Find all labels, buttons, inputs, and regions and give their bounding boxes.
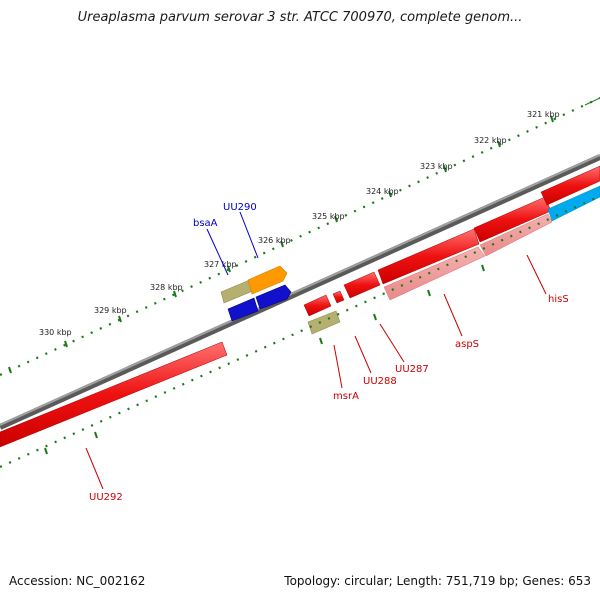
tick-label-325: 325 kbp <box>312 212 345 221</box>
gene-label-uu290[interactable]: UU290 <box>223 202 257 213</box>
gene-label-uu287[interactable]: UU287 <box>395 364 429 375</box>
feature-bsaA[interactable] <box>227 284 292 322</box>
outer-major-ticks <box>8 115 554 374</box>
topology-text: Topology: circular; Length: 751,719 bp; … <box>284 574 591 588</box>
tick-label-329: 329 kbp <box>94 306 127 315</box>
accession-text: Accession: NC_002162 <box>9 574 146 588</box>
feature-uu292[interactable] <box>0 341 228 448</box>
inner-major-ticks <box>44 264 485 455</box>
tick-label-321: 321 kbp <box>527 110 560 119</box>
label-leaders <box>85 211 547 490</box>
map-title: Ureaplasma parvum serovar 3 str. ATCC 70… <box>77 10 523 25</box>
gene-label-bsaA[interactable]: bsaA <box>193 218 218 229</box>
gene-label-uu292[interactable]: UU292 <box>89 492 123 503</box>
tick-label-322: 322 kbp <box>474 136 507 145</box>
gene-label-uu288[interactable]: UU288 <box>363 376 397 387</box>
feature-uu288[interactable] <box>303 290 345 317</box>
tick-label-327: 327 kbp <box>204 260 237 269</box>
genome-backbone <box>0 154 600 430</box>
feature-aspS[interactable] <box>377 228 486 301</box>
tick-label-323: 323 kbp <box>420 162 453 171</box>
gene-label-msrA[interactable]: msrA <box>333 391 359 402</box>
feature-uu287[interactable] <box>343 271 381 299</box>
tick-label-324: 324 kbp <box>366 187 399 196</box>
gene-label-aspS[interactable]: aspS <box>455 339 479 350</box>
feature-msrA-misc[interactable] <box>307 310 341 335</box>
tick-label-328: 328 kbp <box>150 283 183 292</box>
feature-uu290[interactable] <box>247 265 288 295</box>
gene-label-hisS[interactable]: hisS <box>548 294 569 305</box>
tick-label-330: 330 kbp <box>39 328 72 337</box>
feature-highlight-right[interactable] <box>540 165 600 222</box>
tick-label-326: 326 kbp <box>258 236 291 245</box>
